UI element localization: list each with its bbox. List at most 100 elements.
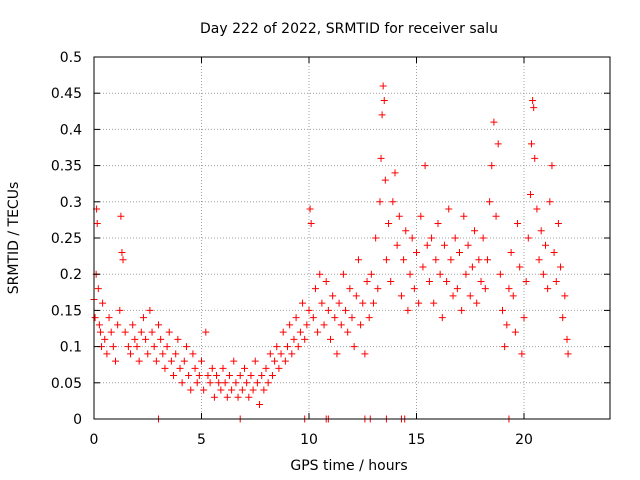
data-point (451, 234, 459, 242)
data-point (466, 292, 474, 300)
data-point (163, 343, 171, 351)
data-point (529, 96, 537, 104)
data-point (178, 379, 186, 387)
data-point (118, 248, 126, 256)
data-point (306, 205, 314, 213)
data-point (361, 350, 369, 358)
data-point (223, 393, 231, 401)
data-point (397, 292, 405, 300)
data-point (167, 357, 175, 365)
data-point (548, 162, 556, 170)
data-point (458, 306, 466, 314)
data-point (234, 393, 242, 401)
data-point (172, 350, 180, 358)
data-point (245, 393, 253, 401)
y-tick-label: 0.1 (60, 340, 82, 356)
data-point (238, 386, 246, 394)
data-point (307, 220, 315, 228)
data-point (180, 357, 188, 365)
data-point (202, 328, 210, 336)
data-point (292, 314, 300, 322)
data-point (204, 372, 212, 380)
data-point (275, 364, 283, 372)
data-point (331, 314, 339, 322)
data-point (225, 372, 233, 380)
data-point (131, 335, 139, 343)
data-point (303, 321, 311, 329)
data-point (468, 263, 476, 271)
data-point (339, 270, 347, 278)
data-point (408, 234, 416, 242)
data-point (296, 328, 304, 336)
data-point (124, 343, 132, 351)
x-axis-label: GPS time / hours (290, 458, 407, 474)
data-point (247, 372, 255, 380)
data-point (554, 220, 562, 228)
data-point (421, 162, 429, 170)
data-point (423, 241, 431, 249)
data-point (417, 212, 425, 220)
data-point (490, 118, 498, 126)
data-point (477, 277, 485, 285)
data-point (449, 292, 457, 300)
data-point (148, 328, 156, 336)
data-point (249, 386, 257, 394)
data-point (206, 379, 214, 387)
data-point (505, 285, 513, 293)
y-tick-label: 0 (73, 412, 82, 428)
data-point (528, 140, 536, 148)
data-point (109, 343, 117, 351)
data-point (185, 372, 193, 380)
data-point (114, 321, 122, 329)
data-point (557, 263, 565, 271)
data-point (509, 292, 517, 300)
data-point (544, 285, 552, 293)
data-point (564, 350, 572, 358)
data-point (273, 343, 281, 351)
data-point (103, 350, 111, 358)
data-point (348, 314, 356, 322)
data-point (232, 379, 240, 387)
data-point (260, 386, 268, 394)
x-tick-label: 5 (197, 432, 206, 448)
data-point (157, 335, 165, 343)
data-point (494, 140, 502, 148)
y-tick-label: 0.5 (60, 50, 82, 66)
data-point (119, 256, 127, 264)
data-point (91, 314, 99, 322)
data-point (279, 328, 287, 336)
data-point (387, 277, 395, 285)
data-point (116, 306, 124, 314)
data-point (453, 285, 461, 293)
data-point (236, 372, 244, 380)
data-point (434, 220, 442, 228)
data-point (496, 270, 504, 278)
data-point (159, 350, 167, 358)
data-point (464, 241, 472, 249)
x-tick-label: 15 (408, 432, 426, 448)
data-point (377, 154, 385, 162)
y-tick-label: 0.45 (51, 86, 82, 102)
data-point (456, 248, 463, 256)
data-point (499, 306, 506, 314)
data-point (191, 364, 199, 372)
data-point (142, 335, 150, 343)
data-point (518, 350, 526, 358)
data-point (290, 335, 298, 343)
data-point (382, 256, 390, 264)
data-point (559, 314, 567, 322)
data-point (309, 314, 317, 322)
y-tick-label: 0.25 (51, 231, 82, 247)
data-point (189, 350, 197, 358)
chart-title: Day 222 of 2022, SRMTID for receiver sal… (200, 21, 498, 37)
data-point (320, 321, 328, 329)
data-point (346, 285, 354, 293)
data-point (406, 270, 414, 278)
data-point (365, 314, 373, 322)
data-point (526, 191, 534, 199)
data-point (107, 328, 115, 336)
data-point (432, 256, 440, 264)
data-point (318, 299, 326, 307)
data-point (251, 357, 259, 365)
data-point (539, 270, 547, 278)
